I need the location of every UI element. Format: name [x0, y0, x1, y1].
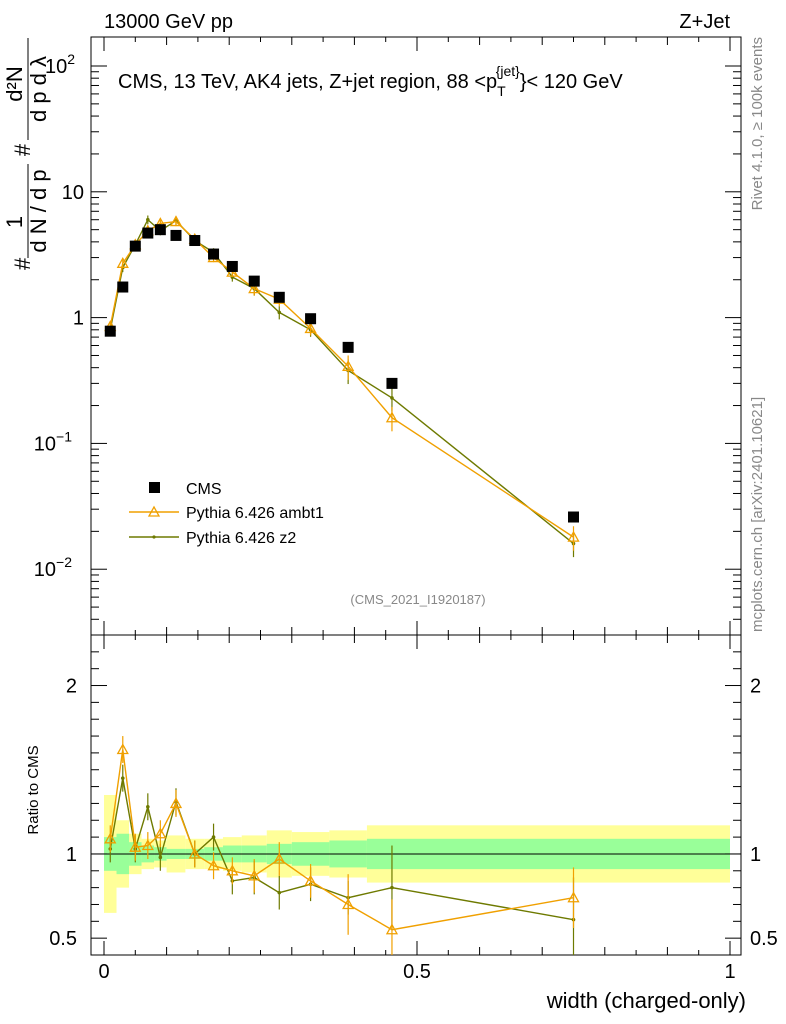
- ratio-point: [129, 840, 142, 852]
- legend-label-cms: CMS: [186, 481, 222, 498]
- data-point: [142, 227, 154, 239]
- ratio-tick-label-right: 0.5: [750, 928, 778, 950]
- ratio-point: [207, 859, 220, 871]
- ratio-point: [277, 890, 282, 895]
- legend: CMS Pythia 6.426 ambt1 Pythia 6.426 z2: [129, 481, 324, 547]
- ratio-point: [169, 797, 183, 809]
- data-point: [567, 530, 580, 542]
- ratio-point: [120, 776, 125, 780]
- ratio-point: [188, 847, 201, 859]
- data-point: [273, 291, 285, 303]
- plot-title-subscript: T: [497, 83, 506, 99]
- ratio-tick-label-right: 1: [750, 844, 761, 866]
- ratio-point: [390, 885, 394, 890]
- data-point: [208, 248, 220, 260]
- main-ylabel-part: d p d λ: [26, 56, 51, 122]
- ratio-tick-label-right: 2: [750, 676, 761, 698]
- x-tick-label: 0: [98, 961, 109, 983]
- data-point: [104, 325, 116, 337]
- ratio-point: [248, 869, 261, 881]
- ratio-point: [211, 835, 216, 839]
- data-point: [304, 322, 317, 334]
- ratio-frame: [90, 634, 742, 956]
- main-ylabel: # 1 d N / d p # d²N d p d λ: [2, 38, 51, 270]
- ratio-point: [273, 852, 286, 864]
- ratio-tick-label-left: 2: [66, 676, 77, 698]
- data-point: [386, 377, 398, 389]
- data-point: [117, 281, 129, 293]
- data-point: [226, 260, 238, 272]
- series-cms: [104, 224, 579, 523]
- data-point: [170, 229, 182, 241]
- series-z2: [108, 215, 576, 558]
- ratio-point: [158, 855, 163, 860]
- legend-label-z2: Pythia 6.426 z2: [186, 530, 296, 547]
- data-point: [169, 215, 183, 227]
- main-panel: 10−2 10−1 1 10 102: [34, 36, 742, 955]
- ratio-point: [116, 743, 129, 755]
- plot-title: CMS, 13 TeV, AK4 jets, Z+jet region, 88 …: [118, 63, 623, 99]
- series-line: [109, 220, 574, 538]
- data-point: [189, 235, 201, 247]
- data-point: [154, 224, 166, 236]
- legend-marker-ambt1: [147, 505, 161, 517]
- legend-marker-z2: [152, 535, 156, 539]
- analysis-ref: (CMS_2021_I1920187): [350, 592, 485, 607]
- data-point: [146, 217, 150, 222]
- header-right: Z+Jet: [679, 11, 730, 33]
- mcplots-label: mcplots.cern.ch [arXiv:2401.10621]: [749, 397, 766, 632]
- legend-marker-cms: [149, 482, 160, 493]
- x-axis-label: width (charged-only): [546, 988, 746, 1013]
- ratio-point: [146, 804, 150, 809]
- data-point: [385, 411, 399, 423]
- main-ylabel-part: d²N: [2, 66, 27, 101]
- ratio-point: [304, 874, 317, 886]
- data-point: [342, 341, 354, 353]
- y-tick-label: 1: [73, 308, 84, 330]
- y-tick-label: 10−1: [34, 428, 72, 455]
- ratio-ylabel: Ratio to CMS: [25, 745, 42, 834]
- data-point: [305, 313, 317, 325]
- plot-title-main: CMS, 13 TeV, AK4 jets, Z+jet region, 88 …: [118, 71, 497, 93]
- header-left: 13000 GeV pp: [104, 11, 233, 33]
- ratio-panel: 0 0.5 1 0.5 0.5 1 1 2 2: [49, 634, 778, 983]
- series-ambt1: [104, 215, 580, 551]
- series-line: [109, 218, 574, 545]
- x-tick-label: 0.5: [403, 961, 431, 983]
- data-point: [390, 396, 394, 400]
- y-tick-label: 10: [62, 182, 84, 204]
- x-tick-label: 1: [724, 961, 735, 983]
- ratio-tick-label-left: 0.5: [49, 928, 77, 950]
- data-point: [116, 256, 129, 268]
- main-ylabel-part: d N / d p: [26, 169, 51, 252]
- ratio-point: [154, 827, 167, 839]
- main-ylabel-part: 1: [2, 216, 27, 228]
- data-point: [129, 240, 141, 252]
- ratio-tick-label-left: 1: [66, 844, 77, 866]
- data-point: [248, 282, 261, 294]
- legend-label-ambt1: Pythia 6.426 ambt1: [186, 505, 324, 522]
- plot-title-end: }< 120 GeV: [520, 71, 624, 93]
- data-point: [568, 511, 579, 523]
- ratio-point: [385, 923, 399, 935]
- ratio-series-ambt1: [104, 736, 580, 955]
- ratio-point: [342, 898, 355, 910]
- y-tick-label: 102: [45, 51, 75, 78]
- ratio-point: [104, 832, 117, 844]
- main-ylabel-part: #: [10, 143, 35, 156]
- data-point: [277, 310, 282, 315]
- data-point: [248, 275, 260, 287]
- rivet-label: Rivet 4.1.0, ≥ 100k events: [749, 37, 766, 210]
- ratio-point: [567, 891, 580, 903]
- main-ylabel-part: #: [10, 257, 35, 270]
- ratio-point: [141, 839, 154, 851]
- plot-title-superscript: {jet}: [496, 63, 520, 79]
- ratio-point: [226, 864, 239, 876]
- y-tick-label: 10−2: [34, 554, 72, 581]
- data-point: [342, 359, 355, 371]
